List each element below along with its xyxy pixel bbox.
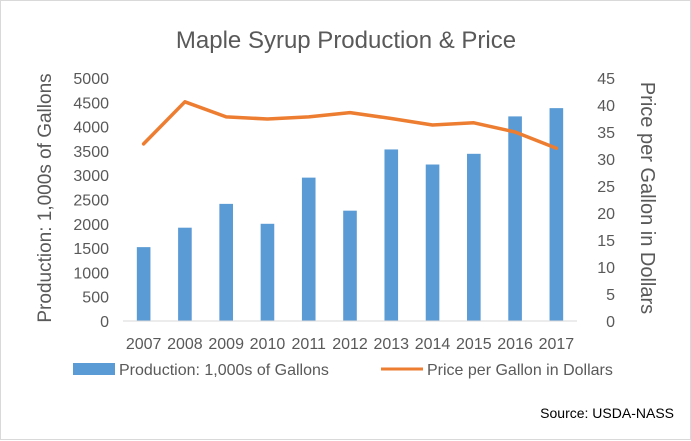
left-tick-label: 5000 (73, 71, 109, 88)
production-bar (178, 227, 192, 321)
x-axis-ticks: 2007 2008 2009 2010 2011 2012 2013 2014 2015 2016… (126, 336, 574, 353)
x-tick-label: 2013 (373, 336, 409, 353)
x-tick-label: 2016 (497, 336, 533, 353)
right-axis-ticks: 0 5 10 15 20 25 30 35 40 45 (597, 71, 615, 331)
right-tick-label: 20 (597, 206, 615, 223)
left-tick-label: 1500 (73, 241, 109, 258)
legend-label-price: Price per Gallon in Dollars (427, 362, 613, 379)
x-tick-label: 2017 (539, 336, 575, 353)
x-tick-label: 2009 (208, 336, 244, 353)
production-bars (136, 108, 564, 321)
source-note: Source: USDA-NASS (540, 405, 674, 421)
right-tick-label: 25 (597, 179, 615, 196)
production-bar (384, 149, 399, 321)
left-tick-label: 500 (82, 290, 109, 307)
right-tick-label: 30 (597, 152, 615, 169)
left-tick-label: 2000 (73, 217, 109, 234)
price-line (141, 100, 559, 150)
production-bar (425, 164, 440, 321)
production-bar (343, 210, 357, 321)
right-tick-label: 15 (597, 233, 615, 250)
production-bar (301, 177, 316, 321)
x-tick-label: 2010 (250, 336, 286, 353)
legend: Production: 1,000s of Gallons Price per … (73, 362, 613, 379)
right-tick-label: 0 (606, 314, 615, 331)
x-tick-label: 2015 (456, 336, 492, 353)
chart-title: Maple Syrup Production & Price (176, 27, 516, 54)
legend-label-production: Production: 1,000s of Gallons (119, 362, 329, 379)
production-bar (260, 223, 275, 321)
left-axis-ticks: 0 500 1000 1500 2000 2500 3000 3500 4000 4500 5000 (73, 71, 109, 331)
right-tick-label: 45 (597, 71, 615, 88)
x-tick-label: 2007 (126, 336, 162, 353)
left-tick-label: 3500 (73, 144, 109, 161)
production-bar (549, 108, 564, 321)
production-bar (136, 247, 151, 321)
legend-swatch-production (73, 363, 115, 375)
right-tick-label: 35 (597, 125, 615, 142)
left-axis-title: Production: 1,000s of Gallons (35, 73, 56, 322)
right-tick-label: 10 (597, 260, 615, 277)
right-axis-title: Price per Gallon in Dollars (636, 82, 658, 314)
production-bar (508, 116, 522, 321)
production-bar (219, 203, 233, 321)
x-tick-label: 2012 (332, 336, 368, 353)
production-bar (467, 153, 481, 321)
left-tick-label: 3000 (73, 168, 109, 185)
left-tick-label: 4000 (73, 120, 109, 137)
x-tick-label: 2014 (415, 336, 451, 353)
x-tick-label: 2008 (167, 336, 203, 353)
right-tick-label: 40 (597, 98, 615, 115)
left-tick-label: 1000 (73, 265, 109, 282)
left-tick-label: 0 (100, 314, 109, 331)
x-tick-label: 2011 (292, 336, 327, 353)
left-tick-label: 2500 (73, 193, 109, 210)
right-tick-label: 5 (606, 287, 615, 304)
left-tick-label: 4500 (73, 95, 109, 112)
price-line-series (141, 100, 559, 150)
